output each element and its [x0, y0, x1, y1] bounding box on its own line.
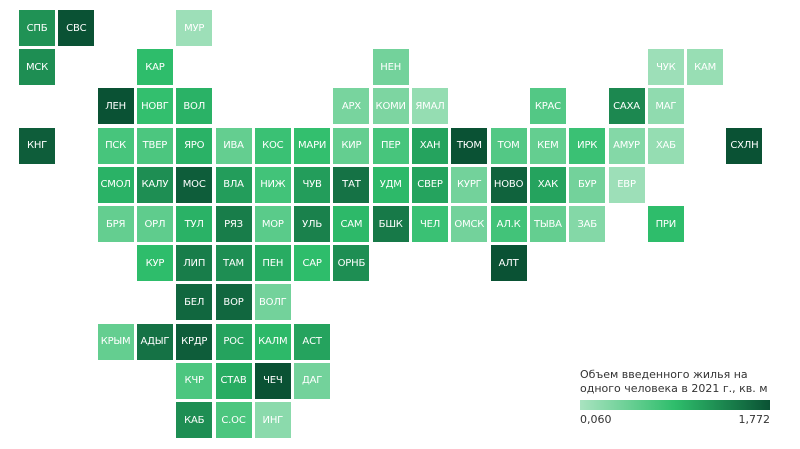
region-tile-44: НОВО — [490, 166, 527, 203]
region-tile-82: КАБ — [176, 402, 213, 438]
region-tile-14: КРАС — [529, 88, 566, 125]
region-tile-39: ЧУВ — [294, 166, 331, 203]
region-tile-27: ТЮМ — [451, 127, 488, 164]
region-tile-24: КИР — [333, 127, 370, 164]
region-tile-1: СВС — [58, 10, 95, 46]
region-tile-42: СВЕР — [412, 166, 448, 203]
region-tile-77: АСТ — [294, 323, 331, 360]
region-tile-8: ЛЕН — [97, 88, 134, 125]
region-tile-25: ПЕР — [372, 127, 409, 164]
region-tile-0: СПБ — [19, 10, 55, 46]
legend-max-label: 1,772 — [738, 413, 771, 426]
region-tile-47: ЕВР — [608, 166, 645, 203]
region-tile-26: ХАН — [412, 127, 448, 164]
region-tile-33: СХЛН — [726, 127, 763, 164]
region-tile-23: МАРИ — [294, 127, 331, 164]
region-tile-60: ЗАБ — [569, 206, 606, 242]
region-tile-56: ЧЕЛ — [412, 206, 448, 242]
region-tile-48: БРЯ — [97, 206, 134, 242]
region-tile-30: ИРК — [569, 127, 606, 164]
region-tile-41: УДМ — [372, 166, 409, 203]
region-tile-5: НЕН — [372, 49, 409, 86]
region-tile-52: МОР — [254, 206, 291, 242]
region-tile-2: МУР — [176, 10, 213, 46]
legend-labels: 0,060 1,772 — [580, 413, 770, 426]
region-tile-75: РОС — [215, 323, 252, 360]
region-tile-61: ПРИ — [647, 206, 684, 242]
region-tile-7: КАМ — [687, 49, 724, 86]
region-tile-55: БШК — [372, 206, 409, 242]
region-tile-74: КРДР — [176, 323, 213, 360]
region-tile-81: ДАГ — [294, 362, 331, 399]
region-tile-70: ВОР — [215, 284, 252, 321]
region-tile-58: АЛ.К — [490, 206, 527, 242]
region-tile-72: КРЫМ — [97, 323, 134, 360]
region-tile-10: ВОЛ — [176, 88, 213, 125]
region-tile-15: САХА — [608, 88, 645, 125]
region-tile-53: УЛЬ — [294, 206, 331, 242]
region-tile-64: ТАМ — [215, 245, 252, 282]
legend-gradient-bar — [580, 400, 770, 410]
legend-title: Объем введенного жилья на одного человек… — [580, 368, 768, 395]
region-tile-9: НОВГ — [136, 88, 173, 125]
region-tile-54: САМ — [333, 206, 370, 242]
region-tile-3: МСК — [19, 49, 55, 86]
region-tile-50: ТУЛ — [176, 206, 213, 242]
region-tile-22: КОС — [254, 127, 291, 164]
region-tile-84: ИНГ — [254, 402, 291, 438]
region-tile-65: ПЕН — [254, 245, 291, 282]
region-tile-45: ХАК — [529, 166, 566, 203]
region-tile-69: БЕЛ — [176, 284, 213, 321]
region-tile-57: ОМСК — [451, 206, 488, 242]
region-tile-78: КЧР — [176, 362, 213, 399]
region-tile-80: ЧЕЧ — [254, 362, 291, 399]
region-tile-73: АДЫГ — [136, 323, 173, 360]
region-tile-40: ТАТ — [333, 166, 370, 203]
region-tile-37: ВЛА — [215, 166, 252, 203]
region-tile-16: МАГ — [647, 88, 684, 125]
region-tile-4: КАР — [136, 49, 173, 86]
region-tile-35: КАЛУ — [136, 166, 173, 203]
region-tile-49: ОРЛ — [136, 206, 173, 242]
region-tile-46: БУР — [569, 166, 606, 203]
region-tile-63: ЛИП — [176, 245, 213, 282]
region-tile-36: МОС — [176, 166, 213, 203]
region-tile-34: СМОЛ — [97, 166, 134, 203]
region-tile-79: СТАВ — [215, 362, 252, 399]
region-tile-6: ЧУК — [647, 49, 684, 86]
region-tile-59: ТЫВА — [529, 206, 566, 242]
legend-min-label: 0,060 — [580, 413, 612, 426]
region-tile-31: АМУР — [608, 127, 645, 164]
region-tile-12: КОМИ — [372, 88, 409, 125]
legend: Объем введенного жилья на одного человек… — [580, 368, 770, 426]
region-tile-66: САР — [294, 245, 331, 282]
region-tile-32: ХАБ — [647, 127, 684, 164]
region-tile-62: КУР — [136, 245, 173, 282]
region-tile-28: ТОМ — [490, 127, 527, 164]
region-tile-67: ОРНБ — [333, 245, 370, 282]
region-tile-51: РЯЗ — [215, 206, 252, 242]
region-tile-43: КУРГ — [451, 166, 488, 203]
region-tile-11: АРХ — [333, 88, 370, 125]
region-tile-17: КНГ — [19, 127, 55, 164]
region-tile-21: ИВА — [215, 127, 252, 164]
region-tile-76: КАЛМ — [254, 323, 291, 360]
region-tile-20: ЯРО — [176, 127, 213, 164]
region-tile-19: ТВЕР — [136, 127, 173, 164]
region-tile-68: АЛТ — [490, 245, 527, 282]
region-tile-13: ЯМАЛ — [412, 88, 448, 125]
region-tile-18: ПСК — [97, 127, 134, 164]
region-tile-38: НИЖ — [254, 166, 291, 203]
region-tile-71: ВОЛГ — [254, 284, 291, 321]
region-tile-83: С.ОС — [215, 402, 252, 438]
region-tile-29: КЕМ — [529, 127, 566, 164]
